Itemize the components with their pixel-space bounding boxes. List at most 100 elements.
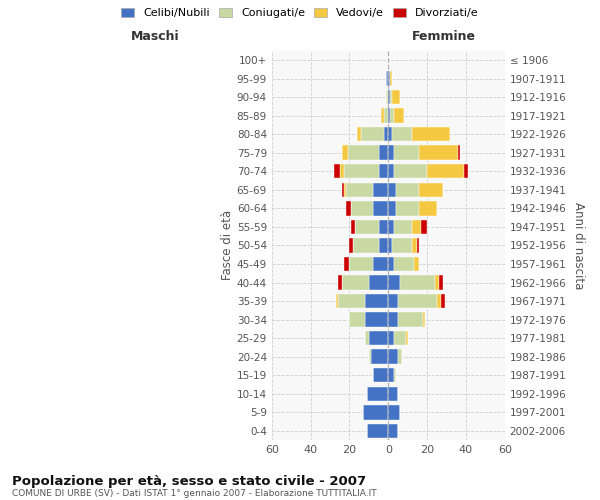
Bar [412, 220, 421, 234]
Bar [394, 108, 404, 123]
Bar [367, 424, 388, 438]
Bar [346, 182, 373, 197]
Bar [394, 331, 406, 345]
Bar [388, 424, 398, 438]
Bar [437, 294, 441, 308]
Bar [344, 182, 346, 197]
Legend: Celibi/Nubili, Coniugati/e, Vedovi/e, Divorziati/e: Celibi/Nubili, Coniugati/e, Vedovi/e, Di… [117, 3, 483, 22]
Bar [352, 201, 373, 216]
Bar [357, 127, 361, 142]
Bar [369, 276, 388, 289]
Bar [388, 90, 390, 104]
Bar [385, 108, 388, 123]
Bar [419, 182, 443, 197]
Bar [349, 238, 353, 252]
Bar [369, 350, 371, 364]
Text: COMUNE DI URBE (SV) - Dati ISTAT 1° gennaio 2007 - Elaborazione TUTTITALIA.IT: COMUNE DI URBE (SV) - Dati ISTAT 1° genn… [12, 489, 377, 498]
Bar [388, 294, 398, 308]
Bar [394, 368, 396, 382]
Bar [398, 350, 402, 364]
Bar [373, 256, 388, 271]
Bar [388, 182, 396, 197]
Bar [394, 256, 413, 271]
Bar [412, 238, 418, 252]
Bar [423, 312, 425, 327]
Text: Maschi: Maschi [131, 30, 179, 43]
Bar [396, 201, 419, 216]
Bar [379, 146, 388, 160]
Bar [388, 331, 394, 345]
Bar [413, 256, 419, 271]
Bar [427, 164, 464, 178]
Bar [353, 238, 379, 252]
Bar [342, 182, 344, 197]
Y-axis label: Fasce di età: Fasce di età [221, 210, 234, 280]
Bar [379, 220, 388, 234]
Bar [334, 164, 340, 178]
Bar [394, 164, 427, 178]
Bar [388, 350, 398, 364]
Bar [363, 405, 388, 419]
Bar [394, 220, 412, 234]
Bar [388, 368, 394, 382]
Bar [435, 276, 439, 289]
Bar [365, 294, 388, 308]
Bar [349, 312, 365, 327]
Bar [398, 294, 437, 308]
Bar [412, 127, 451, 142]
Bar [373, 201, 388, 216]
Bar [361, 127, 385, 142]
Bar [379, 238, 388, 252]
Bar [419, 146, 458, 160]
Bar [379, 164, 388, 178]
Bar [396, 182, 419, 197]
Bar [338, 294, 365, 308]
Bar [392, 127, 412, 142]
Bar [394, 146, 419, 160]
Bar [464, 164, 468, 178]
Bar [373, 368, 388, 382]
Bar [344, 256, 349, 271]
Bar [386, 72, 388, 86]
Bar [388, 108, 390, 123]
Bar [392, 238, 412, 252]
Bar [388, 276, 400, 289]
Bar [344, 164, 379, 178]
Bar [439, 276, 443, 289]
Bar [365, 331, 369, 345]
Bar [390, 108, 394, 123]
Bar [355, 220, 379, 234]
Bar [373, 182, 388, 197]
Bar [352, 220, 355, 234]
Text: Femmine: Femmine [412, 30, 476, 43]
Bar [367, 386, 388, 401]
Bar [380, 108, 385, 123]
Bar [386, 90, 388, 104]
Bar [388, 127, 392, 142]
Bar [369, 331, 388, 345]
Bar [388, 72, 390, 86]
Bar [388, 405, 400, 419]
Bar [388, 201, 396, 216]
Bar [458, 146, 460, 160]
Bar [340, 164, 344, 178]
Bar [418, 238, 419, 252]
Bar [349, 256, 373, 271]
Bar [388, 312, 398, 327]
Bar [388, 238, 392, 252]
Bar [385, 127, 388, 142]
Bar [441, 294, 445, 308]
Bar [346, 201, 352, 216]
Bar [398, 312, 423, 327]
Bar [388, 146, 394, 160]
Bar [390, 72, 392, 86]
Bar [338, 276, 342, 289]
Bar [371, 350, 388, 364]
Bar [419, 201, 437, 216]
Bar [388, 220, 394, 234]
Bar [342, 276, 369, 289]
Bar [388, 386, 398, 401]
Bar [392, 90, 400, 104]
Bar [347, 146, 379, 160]
Y-axis label: Anni di nascita: Anni di nascita [572, 202, 585, 289]
